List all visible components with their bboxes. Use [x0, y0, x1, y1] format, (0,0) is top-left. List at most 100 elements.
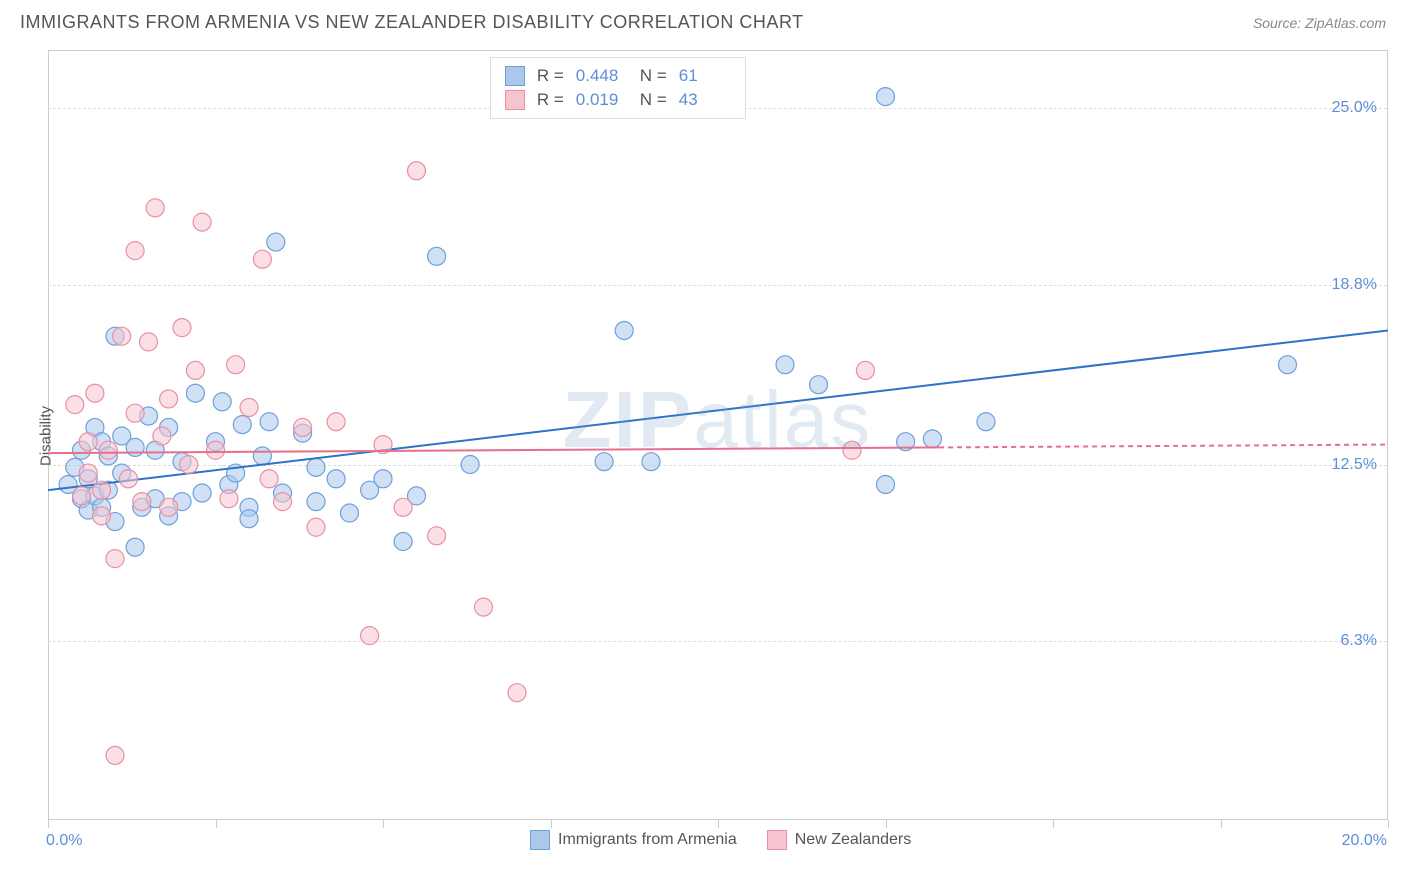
data-point — [595, 453, 613, 471]
data-point — [428, 527, 446, 545]
data-point — [394, 498, 412, 516]
data-point — [408, 162, 426, 180]
x-tick — [216, 820, 217, 828]
data-point — [126, 438, 144, 456]
data-point — [877, 475, 895, 493]
data-point — [508, 684, 526, 702]
data-point — [267, 233, 285, 251]
data-point — [146, 199, 164, 217]
x-tick — [886, 820, 887, 828]
data-point — [294, 418, 312, 436]
series-legend-item: New Zealanders — [767, 830, 912, 850]
x-tick — [1053, 820, 1054, 828]
data-point — [73, 487, 91, 505]
data-point — [233, 416, 251, 434]
data-point — [227, 356, 245, 374]
r-value: 0.019 — [576, 90, 628, 110]
data-point — [428, 247, 446, 265]
scatter-plot — [48, 51, 1388, 821]
n-value: 43 — [679, 90, 731, 110]
data-point — [126, 404, 144, 422]
source-attribution: Source: ZipAtlas.com — [1253, 15, 1386, 31]
data-point — [923, 430, 941, 448]
data-point — [66, 396, 84, 414]
series-legend-item: Immigrants from Armenia — [530, 830, 737, 850]
data-point — [260, 470, 278, 488]
data-point — [1279, 356, 1297, 374]
data-point — [220, 490, 238, 508]
data-point — [207, 441, 225, 459]
x-tick-label-max: 20.0% — [1342, 832, 1387, 850]
data-point — [327, 470, 345, 488]
data-point — [79, 464, 97, 482]
data-point — [461, 456, 479, 474]
data-point — [260, 413, 278, 431]
x-tick-label-min: 0.0% — [46, 832, 82, 850]
data-point — [240, 398, 258, 416]
data-point — [341, 504, 359, 522]
data-point — [173, 319, 191, 337]
data-point — [113, 327, 131, 345]
series-legend: Immigrants from Armenia New Zealanders — [530, 830, 911, 850]
data-point — [307, 493, 325, 511]
data-point — [133, 493, 151, 511]
legend-row: R = 0.448N = 61 — [505, 64, 731, 88]
legend-swatch — [767, 830, 787, 850]
data-point — [253, 447, 271, 465]
trend-line-extrapolated — [939, 445, 1388, 448]
x-tick — [1221, 820, 1222, 828]
series-name: New Zealanders — [795, 831, 912, 849]
data-point — [186, 361, 204, 379]
data-point — [361, 627, 379, 645]
data-point — [160, 498, 178, 516]
data-point — [93, 507, 111, 525]
data-point — [253, 250, 271, 268]
data-point — [106, 746, 124, 764]
x-tick — [551, 820, 552, 828]
data-point — [160, 390, 178, 408]
data-point — [99, 441, 117, 459]
data-point — [810, 376, 828, 394]
data-point — [843, 441, 861, 459]
data-point — [126, 538, 144, 556]
data-point — [86, 384, 104, 402]
legend-swatch — [530, 830, 550, 850]
data-point — [615, 321, 633, 339]
data-point — [877, 88, 895, 106]
data-point — [126, 242, 144, 260]
chart-title: IMMIGRANTS FROM ARMENIA VS NEW ZEALANDER… — [20, 12, 804, 33]
data-point — [394, 533, 412, 551]
data-point — [193, 484, 211, 502]
r-value: 0.448 — [576, 66, 628, 86]
data-point — [776, 356, 794, 374]
data-point — [193, 213, 211, 231]
data-point — [307, 458, 325, 476]
x-tick — [48, 820, 49, 828]
data-point — [180, 456, 198, 474]
data-point — [327, 413, 345, 431]
legend-swatch — [505, 90, 525, 110]
chart-area: Disability 6.3%12.5%18.8%25.0% ZIPatlas … — [48, 50, 1388, 820]
data-point — [642, 453, 660, 471]
data-point — [307, 518, 325, 536]
data-point — [153, 427, 171, 445]
series-name: Immigrants from Armenia — [558, 831, 737, 849]
data-point — [79, 433, 97, 451]
x-tick — [718, 820, 719, 828]
legend-row: R = 0.019N = 43 — [505, 88, 731, 112]
data-point — [274, 493, 292, 511]
data-point — [186, 384, 204, 402]
trend-line — [48, 447, 939, 453]
data-point — [106, 550, 124, 568]
data-point — [856, 361, 874, 379]
legend-swatch — [505, 66, 525, 86]
data-point — [240, 510, 258, 528]
data-point — [475, 598, 493, 616]
data-point — [374, 470, 392, 488]
x-tick — [383, 820, 384, 828]
data-point — [213, 393, 231, 411]
data-point — [140, 333, 158, 351]
correlation-legend: R = 0.448N = 61R = 0.019N = 43 — [490, 57, 746, 119]
x-tick — [1388, 820, 1389, 828]
n-value: 61 — [679, 66, 731, 86]
